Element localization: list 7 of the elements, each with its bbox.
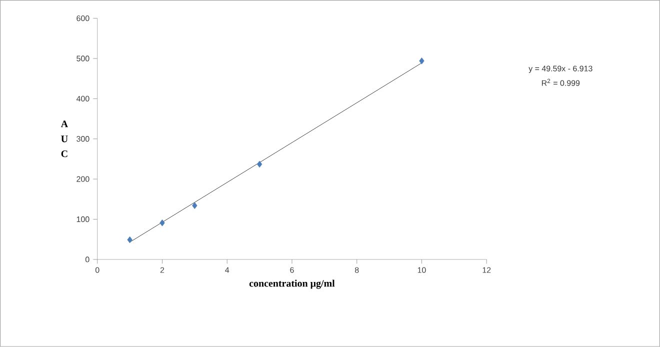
point xyxy=(127,236,132,244)
point xyxy=(256,160,262,168)
point xyxy=(419,58,424,64)
point xyxy=(192,202,198,210)
y-axis-title: A U C xyxy=(60,120,68,158)
point xyxy=(160,220,165,226)
x-axis-title: concentration µg/ml xyxy=(249,280,335,289)
